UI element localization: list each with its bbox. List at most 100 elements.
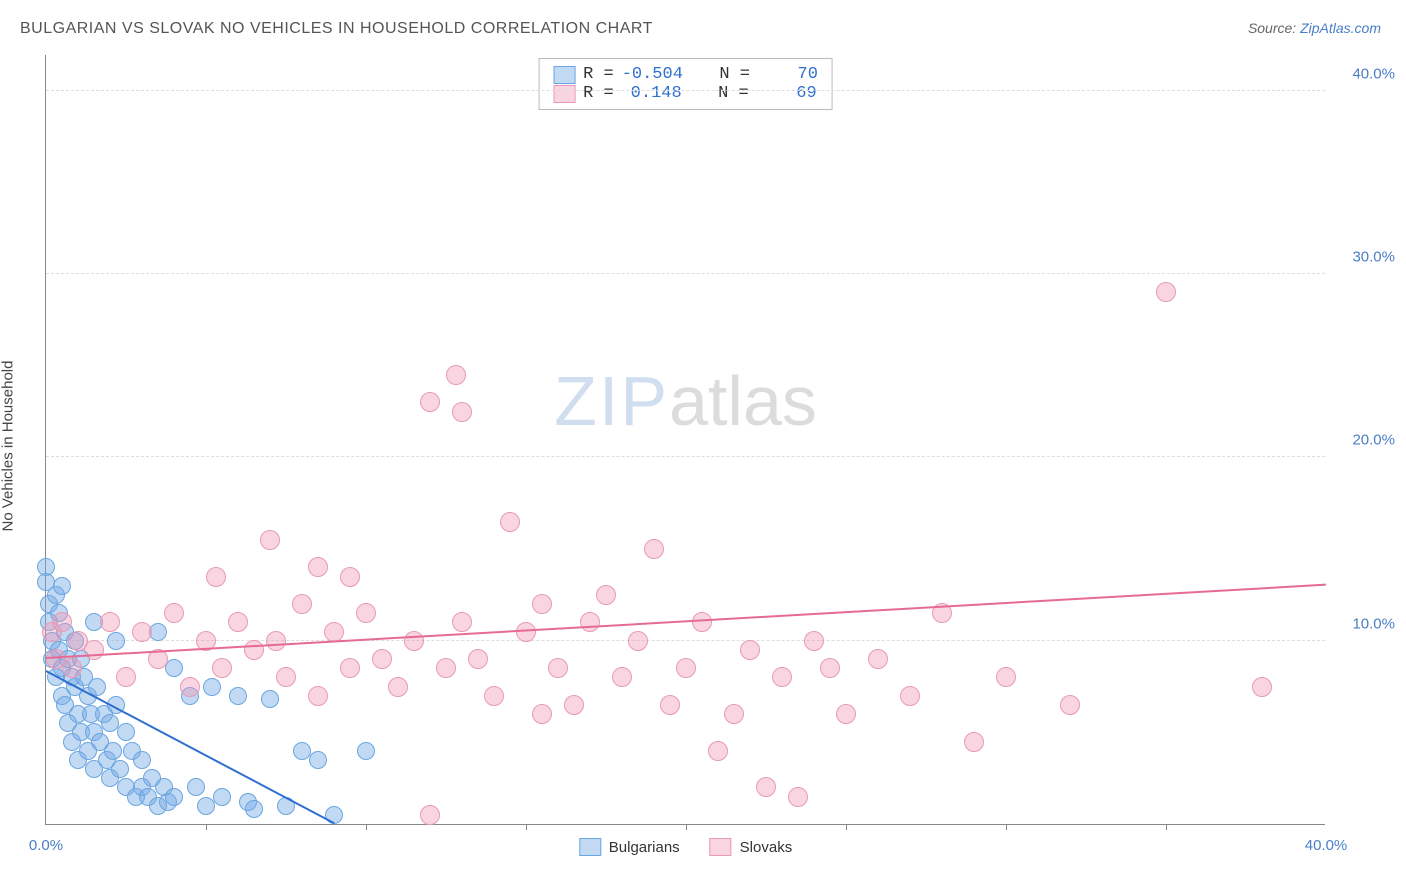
data-point-slovaks xyxy=(708,741,728,761)
data-point-slovaks xyxy=(1156,282,1176,302)
r-value-slovaks: 0.148 xyxy=(622,84,682,103)
source-prefix: Source: xyxy=(1248,20,1300,36)
data-point-slovaks xyxy=(132,622,152,642)
data-point-slovaks xyxy=(292,594,312,614)
data-point-slovaks xyxy=(420,805,440,825)
watermark-atlas: atlas xyxy=(669,362,817,440)
data-point-slovaks xyxy=(532,594,552,614)
data-point-slovaks xyxy=(340,567,360,587)
data-point-slovaks xyxy=(116,667,136,687)
legend-item-slovaks: Slovaks xyxy=(710,838,793,856)
data-point-slovaks xyxy=(964,732,984,752)
data-point-slovaks xyxy=(500,512,520,532)
data-point-slovaks xyxy=(660,695,680,715)
y-tick-label: 40.0% xyxy=(1335,65,1395,82)
x-tick-mark xyxy=(206,824,207,830)
data-point-slovaks xyxy=(820,658,840,678)
data-point-slovaks xyxy=(836,704,856,724)
r-label: R = xyxy=(583,84,614,103)
data-point-slovaks xyxy=(612,667,632,687)
n-label: N = xyxy=(719,65,750,84)
data-point-slovaks xyxy=(452,402,472,422)
data-point-slovaks xyxy=(244,640,264,660)
data-point-slovaks xyxy=(100,612,120,632)
data-point-slovaks xyxy=(446,365,466,385)
data-point-slovaks xyxy=(266,631,286,651)
r-value-bulgarians: -0.504 xyxy=(622,65,683,84)
data-point-slovaks xyxy=(580,612,600,632)
data-point-slovaks xyxy=(404,631,424,651)
legend-item-bulgarians: Bulgarians xyxy=(579,838,680,856)
gridline xyxy=(46,456,1325,457)
data-point-slovaks xyxy=(756,777,776,797)
x-tick-mark xyxy=(686,824,687,830)
data-point-slovaks xyxy=(308,557,328,577)
source-link[interactable]: ZipAtlas.com xyxy=(1300,20,1381,36)
y-axis-label: No Vehicles in Household xyxy=(0,361,17,532)
data-point-slovaks xyxy=(372,649,392,669)
data-point-slovaks xyxy=(356,603,376,623)
x-tick-mark xyxy=(526,824,527,830)
n-label: N = xyxy=(718,84,749,103)
data-point-slovaks xyxy=(1060,695,1080,715)
data-point-bulgarians xyxy=(165,659,183,677)
x-tick-mark xyxy=(1006,824,1007,830)
data-point-bulgarians xyxy=(357,742,375,760)
data-point-slovaks xyxy=(548,658,568,678)
data-point-slovaks xyxy=(84,640,104,660)
scatter-plot-area: ZIPatlas R =-0.504 N =70R =0.148 N =69 B… xyxy=(45,55,1325,825)
data-point-bulgarians xyxy=(245,800,263,818)
data-point-slovaks xyxy=(804,631,824,651)
data-point-slovaks xyxy=(740,640,760,660)
data-point-slovaks xyxy=(164,603,184,623)
data-point-slovaks xyxy=(228,612,248,632)
data-point-bulgarians xyxy=(165,788,183,806)
correlation-stats-legend: R =-0.504 N =70R =0.148 N =69 xyxy=(538,58,833,110)
data-point-bulgarians xyxy=(261,690,279,708)
y-tick-label: 10.0% xyxy=(1335,615,1395,632)
data-point-slovaks xyxy=(52,612,72,632)
data-point-bulgarians xyxy=(104,742,122,760)
x-tick-mark xyxy=(846,824,847,830)
gridline xyxy=(46,273,1325,274)
data-point-slovaks xyxy=(276,667,296,687)
gridline xyxy=(46,640,1325,641)
y-tick-label: 30.0% xyxy=(1335,249,1395,266)
data-point-bulgarians xyxy=(203,678,221,696)
gridline xyxy=(46,90,1325,91)
x-tick-label: 0.0% xyxy=(29,837,63,854)
data-point-slovaks xyxy=(1252,677,1272,697)
data-point-slovaks xyxy=(788,787,808,807)
data-point-slovaks xyxy=(340,658,360,678)
n-value-bulgarians: 70 xyxy=(758,65,818,84)
data-point-bulgarians xyxy=(107,632,125,650)
data-point-bulgarians xyxy=(213,788,231,806)
data-point-slovaks xyxy=(628,631,648,651)
legend-swatch-bulgarians xyxy=(579,838,601,856)
data-point-slovaks xyxy=(452,612,472,632)
data-point-slovaks xyxy=(564,695,584,715)
data-point-slovaks xyxy=(420,392,440,412)
data-point-slovaks xyxy=(212,658,232,678)
chart-title: BULGARIAN VS SLOVAK NO VEHICLES IN HOUSE… xyxy=(20,20,653,38)
watermark-zip: ZIP xyxy=(554,362,669,440)
data-point-slovaks xyxy=(388,677,408,697)
data-point-bulgarians xyxy=(229,687,247,705)
stats-row-bulgarians: R = -0.504 N = 70 xyxy=(553,65,818,84)
x-tick-mark xyxy=(366,824,367,830)
data-point-slovaks xyxy=(996,667,1016,687)
data-point-bulgarians xyxy=(53,577,71,595)
data-point-slovaks xyxy=(772,667,792,687)
series-legend: Bulgarians Slovaks xyxy=(579,838,792,856)
data-point-slovaks xyxy=(308,686,328,706)
legend-swatch-slovaks xyxy=(553,85,575,103)
data-point-slovaks xyxy=(324,622,344,642)
data-point-bulgarians xyxy=(117,723,135,741)
data-point-bulgarians xyxy=(111,760,129,778)
data-point-slovaks xyxy=(436,658,456,678)
legend-label-bulgarians: Bulgarians xyxy=(609,839,680,856)
data-point-bulgarians xyxy=(187,778,205,796)
data-point-slovaks xyxy=(596,585,616,605)
r-label: R = xyxy=(583,65,614,84)
data-point-bulgarians xyxy=(133,751,151,769)
